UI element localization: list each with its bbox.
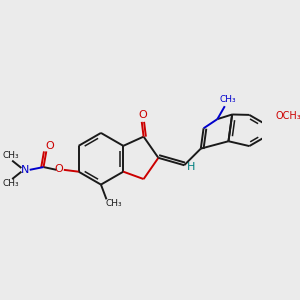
Text: O: O <box>55 164 64 174</box>
Text: H: H <box>187 162 195 172</box>
Text: OCH₃: OCH₃ <box>275 111 300 121</box>
Text: CH₃: CH₃ <box>2 179 19 188</box>
Text: O: O <box>138 110 147 120</box>
Text: N: N <box>21 165 29 175</box>
Text: O: O <box>46 141 54 151</box>
Text: CH₃: CH₃ <box>219 95 236 104</box>
Text: CH₃: CH₃ <box>2 152 19 160</box>
Text: CH₃: CH₃ <box>106 200 122 208</box>
